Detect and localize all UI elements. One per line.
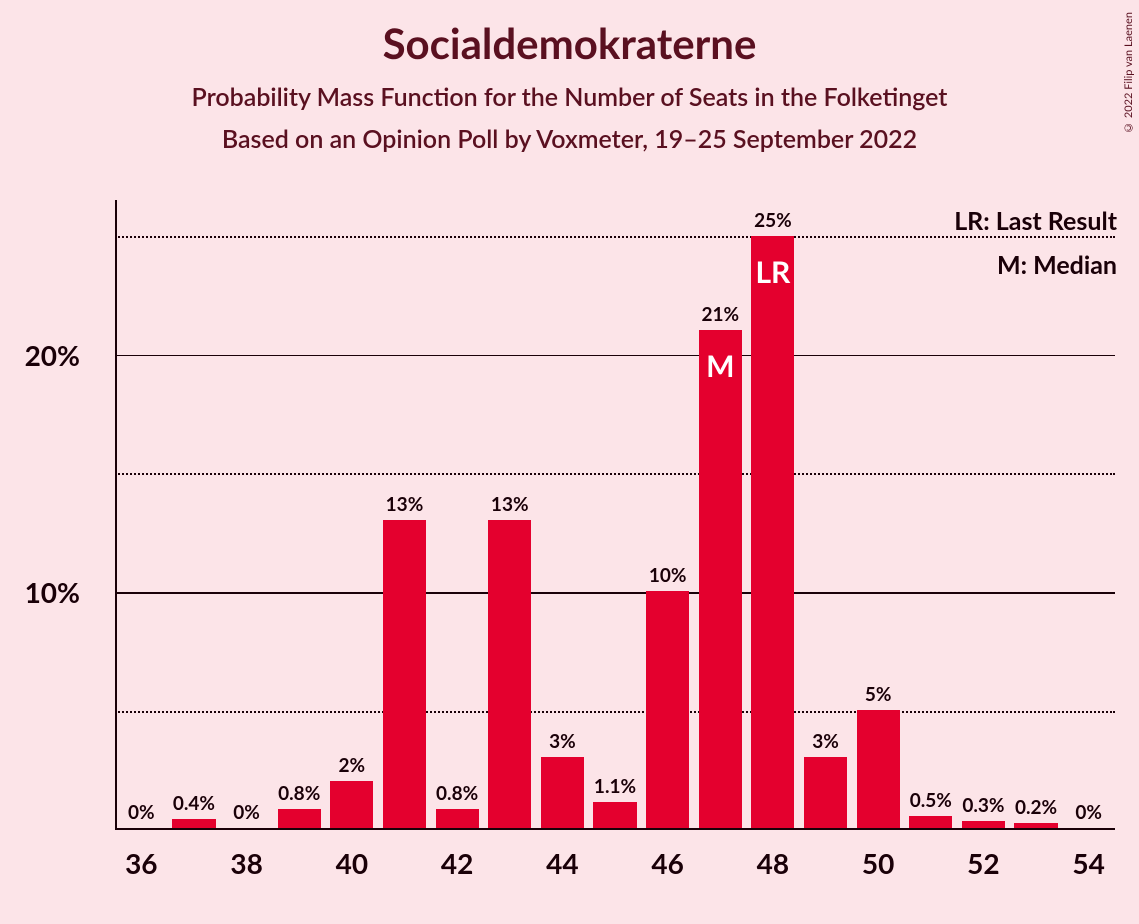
bar: 0.5% [909,816,952,828]
x-tick-label: 42 [441,846,473,880]
bar: 3% [541,757,584,828]
bar: 10% [646,591,689,828]
bar-value-label: 5% [857,683,900,710]
bar-value-label: 1.1% [593,775,636,802]
bar: 0.8% [436,809,479,828]
bar-value-label: 0.4% [172,792,215,819]
bar-value-label: 0.8% [278,782,321,809]
grid-major [115,355,1115,357]
bar: 1.1% [593,802,636,828]
bar-value-label: 25% [751,209,794,236]
bar-value-label: 0% [1067,801,1110,828]
x-axis [115,828,1115,830]
bar: 0.2% [1014,823,1057,828]
bar-value-label: 0% [225,801,268,828]
copyright-text: © 2022 Filip van Laenen [1122,12,1135,134]
bar-value-label: 3% [804,730,847,757]
grid-major [115,592,1115,594]
grid-minor [115,236,1115,238]
bar-value-label: 21% [699,303,742,330]
bar: 3% [804,757,847,828]
chart-subtitle: Probability Mass Function for the Number… [0,82,1139,112]
x-tick-label: 54 [1072,846,1104,880]
bar-inner-label: M [699,348,742,384]
bar-value-label: 13% [488,493,531,520]
bar-chart: 10%20%0%0.4%0%0.8%2%13%0.8%13%3%1.1%10%2… [115,200,1115,830]
bar: 5% [857,710,900,828]
x-tick-label: 46 [651,846,683,880]
x-tick-label: 36 [125,846,157,880]
chart-title: Socialdemokraterne [0,0,1139,68]
bar-value-label: 3% [541,730,584,757]
bar: 2% [330,781,373,828]
chart-subtitle2: Based on an Opinion Poll by Voxmeter, 19… [0,124,1139,154]
bar: 13% [488,520,531,828]
x-tick-label: 48 [757,846,789,880]
x-tick-label: 38 [230,846,262,880]
y-tick-label: 20% [0,338,80,372]
bar: 0.4% [172,819,215,828]
bar-value-label: 0.8% [436,782,479,809]
y-tick-label: 10% [0,575,80,609]
bar: 13% [383,520,426,828]
bar-value-label: 10% [646,564,689,591]
bar-inner-label: LR [751,254,794,290]
grid-minor [115,473,1115,475]
x-tick-label: 50 [862,846,894,880]
bar-value-label: 0% [120,801,163,828]
y-axis [115,200,117,830]
bar-value-label: 2% [330,754,373,781]
x-tick-label: 44 [546,846,578,880]
bar: 0.8% [278,809,321,828]
bar: 21%M [699,330,742,828]
bar-value-label: 13% [383,493,426,520]
bar-value-label: 0.3% [962,794,1005,821]
bar-value-label: 0.2% [1014,796,1057,823]
bar: 25%LR [751,236,794,828]
grid-minor [115,711,1115,713]
x-tick-label: 40 [336,846,368,880]
x-tick-label: 52 [967,846,999,880]
bar-value-label: 0.5% [909,789,952,816]
bar: 0.3% [962,821,1005,828]
